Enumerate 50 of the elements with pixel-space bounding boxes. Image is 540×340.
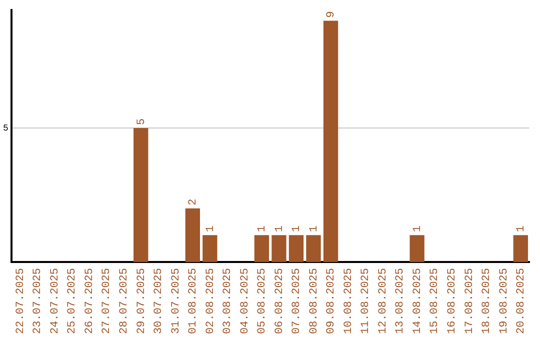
bar <box>513 235 528 262</box>
x-tick-label: 14.08.2025 <box>412 268 424 334</box>
x-tick-label: 03.08.2025 <box>222 268 234 334</box>
x-tick-label: 18.08.2025 <box>481 268 494 334</box>
bar <box>323 20 338 262</box>
bar <box>134 128 148 262</box>
bar <box>306 235 321 262</box>
x-tick-label: 04.08.2025 <box>239 268 252 334</box>
x-tick-label: 29.07.2025 <box>136 268 148 334</box>
bar <box>410 235 424 262</box>
data-label: 1 <box>256 225 269 232</box>
data-label: 5 <box>136 118 148 125</box>
x-tick-label: 11.08.2025 <box>360 268 372 334</box>
x-tick-label: 07.08.2025 <box>291 268 304 334</box>
data-label: 1 <box>274 225 286 232</box>
x-tick-label: 10.08.2025 <box>342 268 355 334</box>
x-tick-label: 26.07.2025 <box>84 268 96 334</box>
data-label: 1 <box>516 225 528 232</box>
x-tick-label: 08.08.2025 <box>308 268 320 334</box>
x-tick-label: 17.08.2025 <box>464 268 476 334</box>
bar <box>272 235 286 262</box>
data-label: 1 <box>412 225 424 232</box>
x-tick-label: 24.07.2025 <box>49 268 62 334</box>
data-label: 9 <box>326 11 338 18</box>
x-tick-label: 02.08.2025 <box>204 268 217 334</box>
data-label: 1 <box>204 225 217 232</box>
x-tick-label: 28.07.2025 <box>118 268 131 334</box>
x-tick-label: 05.08.2025 <box>256 268 269 334</box>
x-tick-label: 16.08.2025 <box>446 268 458 334</box>
x-tick-label: 23.07.2025 <box>32 268 44 334</box>
x-tick-label: 06.08.2025 <box>274 268 286 334</box>
bar <box>254 235 270 262</box>
x-tick-label: 25.07.2025 <box>66 268 79 334</box>
data-label: 1 <box>291 225 304 232</box>
x-tick-label: 31.07.2025 <box>170 268 182 334</box>
x-tick-label: 13.08.2025 <box>394 268 407 334</box>
x-tick-label: 27.07.2025 <box>101 268 114 334</box>
x-tick-label: 19.08.2025 <box>498 268 510 334</box>
x-tick-label: 01.08.2025 <box>188 268 200 334</box>
data-label: 2 <box>188 198 200 206</box>
x-tick-label: 15.08.2025 <box>429 268 442 334</box>
bar <box>185 208 200 262</box>
bar <box>202 235 218 262</box>
data-label: 1 <box>308 225 320 232</box>
x-tick-label: 30.07.2025 <box>153 268 166 334</box>
x-tick-label: 20.08.2025 <box>516 268 528 334</box>
x-tick-label: 09.08.2025 <box>326 268 338 334</box>
x-tick-label: 22.07.2025 <box>14 268 27 334</box>
bar <box>288 235 304 262</box>
x-tick-label: 12.08.2025 <box>377 268 390 334</box>
